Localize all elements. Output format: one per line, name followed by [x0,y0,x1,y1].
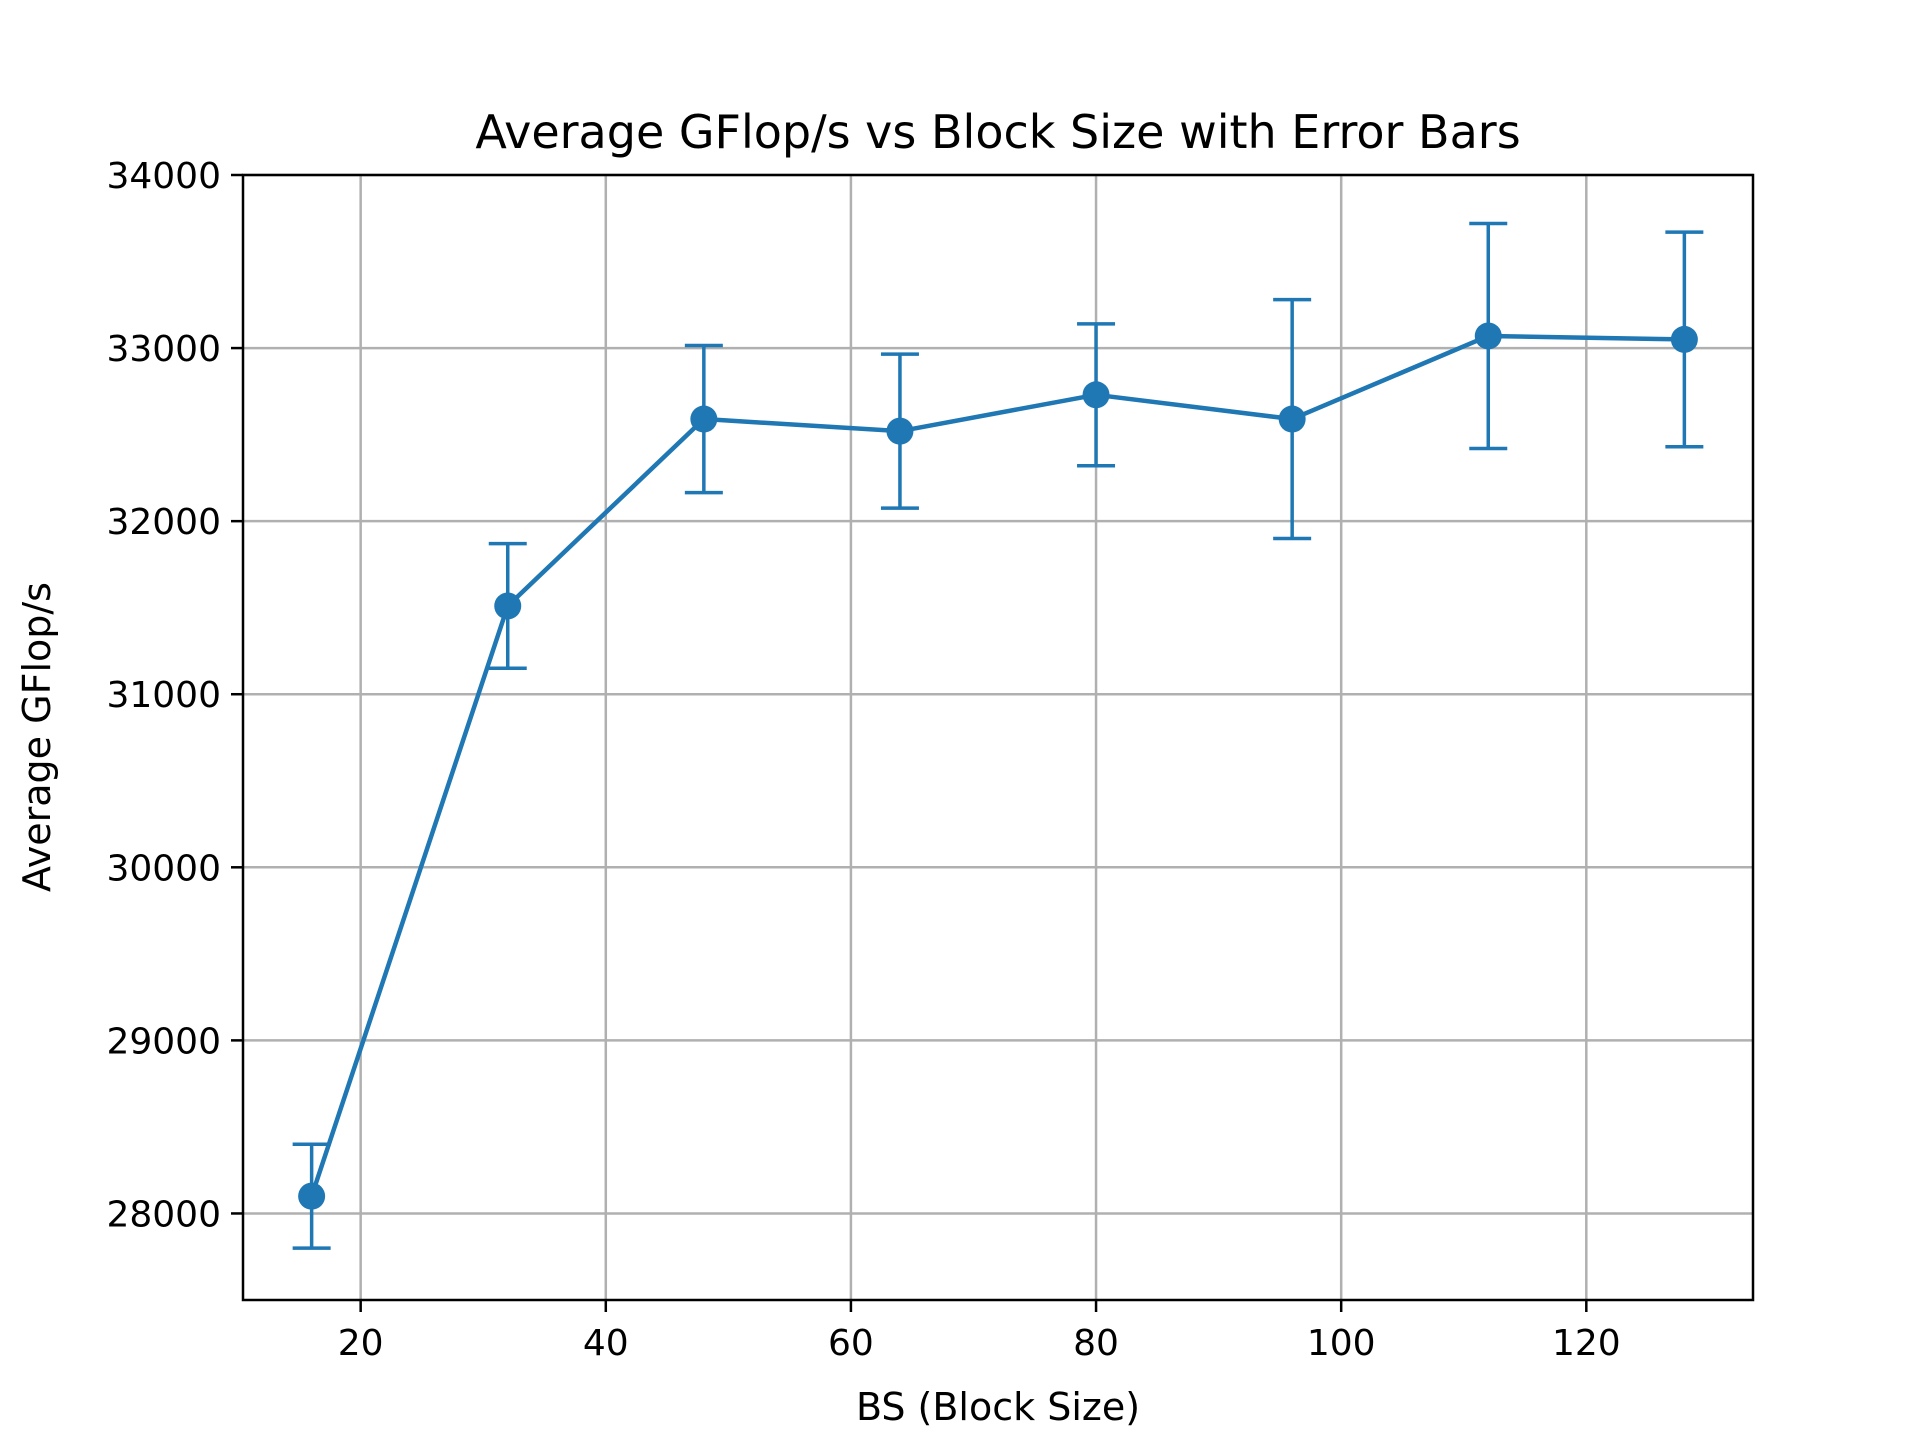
data-point-2 [690,405,718,433]
y-axis-label: Average GFlop/s [15,582,59,892]
x-axis-ticks: 20 40 60 80 100 120 [338,1300,1621,1364]
y-tick-label-0: 28000 [106,1194,221,1235]
grid-lines [243,173,1753,1300]
y-tick-label-3: 31000 [106,675,221,716]
y-tick-label-1: 29000 [106,1021,221,1062]
data-point-6 [1474,322,1502,350]
x-axis-label: BS (Block Size) [856,1385,1140,1429]
x-tick-label-0: 20 [338,1323,384,1364]
x-tick-label-2: 60 [828,1323,874,1364]
data-series [292,221,1704,1250]
y-axis-ticks: 28000 29000 30000 31000 32000 33000 34000 [106,156,243,1235]
data-point-5 [1278,405,1306,433]
series-line [309,333,1685,1197]
x-tick-label-3: 80 [1073,1323,1119,1364]
y-tick-label-2: 30000 [106,848,221,889]
x-tick-label-5: 120 [1552,1323,1621,1364]
x-tick-label-4: 100 [1307,1323,1376,1364]
chart-title: Average GFlop/s vs Block Size with Error… [475,105,1520,159]
data-point-0 [298,1182,326,1210]
data-point-4 [1082,381,1110,409]
y-tick-label-5: 33000 [106,329,221,370]
data-point-3 [886,417,914,445]
plot-frame [241,173,1755,1302]
x-tick-label-1: 40 [583,1323,629,1364]
data-point-1 [494,592,522,620]
data-point-7 [1670,325,1698,353]
y-tick-label-4: 32000 [106,502,221,543]
y-tick-label-6: 34000 [106,156,221,197]
